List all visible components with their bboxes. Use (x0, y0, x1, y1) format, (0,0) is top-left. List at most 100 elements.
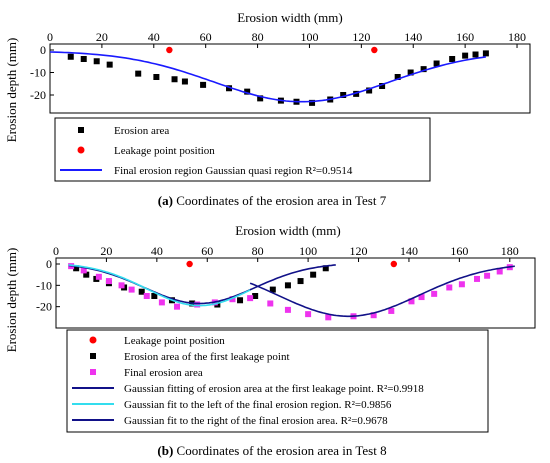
chart-b-point-2 (484, 272, 491, 279)
chart-a-x-tick-label: 160 (456, 30, 474, 44)
chart-b-fit-curve-4 (68, 264, 251, 307)
chart-b-point-2 (158, 299, 165, 306)
chart-b-y-axis-title: Erosion depth (mm) (4, 248, 19, 353)
chart-b-point-2 (118, 282, 125, 289)
chart-a-point-0 (472, 51, 479, 58)
chart-b-point-2 (325, 314, 332, 321)
chart-b-x-tick-label: 120 (350, 244, 368, 258)
chart-b-x-tick-label: 100 (299, 244, 317, 258)
chart-b-point-2 (128, 286, 135, 293)
chart-a-point-0 (153, 74, 160, 80)
chart-b-caption: (b) Coordinates of the erosion area in T… (157, 443, 386, 458)
chart-a-point-0 (309, 99, 316, 106)
chart-a-point-0 (80, 56, 87, 62)
chart-a-legend-label: Erosion area (114, 125, 169, 137)
chart-b-x-tick-label: 0 (53, 244, 59, 258)
chart-a-point-0 (244, 88, 251, 95)
chart-a-point-0 (449, 56, 456, 62)
chart-a-point-0 (366, 87, 373, 94)
chart-a-point-0 (482, 50, 489, 57)
chart-b-point-2 (370, 312, 377, 319)
chart-b-x-tick-label: 80 (252, 244, 264, 258)
chart-a-x-tick-label: 0 (47, 30, 53, 44)
chart-a-axes: 0 20 40 60 80 100 120 140 160 180 0 -10 -20 (30, 30, 531, 114)
chart-a-legend-swatch (78, 127, 84, 133)
chart-b-legend-label: Final erosion area (124, 367, 203, 379)
chart-b-point-1 (73, 265, 80, 272)
chart-b-legend-entries: Leakage point position Erosion area of th… (72, 335, 424, 427)
chart-b-point-2 (408, 298, 415, 305)
chart-b-point-2 (284, 306, 291, 313)
chart-b-x-tick-label: 40 (151, 244, 163, 258)
chart-b-point-1 (310, 271, 317, 278)
chart-b-x-tick-label: 140 (400, 244, 418, 258)
chart-b-point-2 (80, 267, 87, 274)
chart-b-point-2 (418, 294, 425, 301)
chart-a-x-tick-label: 140 (404, 30, 422, 44)
chart-a-caption-text: Coordinates of the erosion area in Test … (173, 193, 387, 208)
chart-a-x-tick-label: 20 (96, 30, 108, 44)
chart-a-caption: (a) Coordinates of the erosion area in T… (158, 193, 387, 208)
chart-a-point-0 (200, 81, 207, 88)
chart-b-point-2 (229, 296, 236, 303)
chart-a-point-0 (420, 66, 427, 73)
chart-a-point-0 (379, 83, 386, 89)
chart-a-point-0 (171, 76, 178, 83)
chart-b-legend-label: Gaussian fitting of erosion area at the … (124, 383, 424, 395)
chart-b-caption-label: (b) (157, 443, 173, 458)
chart-a-point-0 (181, 78, 188, 85)
chart-b-legend-label: Leakage point position (124, 335, 225, 347)
chart-a-point-0 (135, 70, 142, 77)
chart-b-x-tick-label: 160 (450, 244, 468, 258)
chart-b-legend (66, 329, 489, 433)
chart-a-point-1 (371, 46, 378, 54)
chart-a-legend-entries: Erosion area Leakage point position Final … (60, 125, 353, 177)
chart-a-point-0 (340, 92, 347, 98)
chart-b-point-2 (174, 303, 181, 310)
chart-a-y-tick-label: -10 (30, 66, 46, 80)
chart-b-point-1 (297, 278, 304, 285)
chart-a-x-tick-label: 180 (508, 30, 526, 44)
chart-a-point-0 (67, 53, 74, 60)
chart-b-y-tick-label: -20 (36, 300, 52, 314)
chart-a-point-0 (433, 60, 440, 67)
chart-a-point-0 (353, 90, 360, 97)
chart-b-point-2 (194, 301, 201, 308)
chart-a-legend-swatch (77, 146, 85, 154)
chart-b-y-tick-label: 0 (46, 257, 52, 271)
chart-b-legend-label: Erosion area of the first leakage point (124, 351, 290, 363)
chart-b-point-1 (83, 271, 90, 278)
chart-b-point-2 (247, 295, 254, 302)
chart-a-caption-label: (a) (158, 193, 173, 208)
chart-b-x-axis-title: Erosion width (mm) (235, 223, 340, 238)
chart-a-x-tick-label: 120 (352, 30, 370, 44)
chart-a-plot-frame (49, 43, 531, 114)
chart-a-y-axis-title: Erosion depth (mm) (4, 38, 19, 143)
chart-b-plot-frame (55, 257, 536, 329)
chart-a-legend-label: Final erosion region Gaussian quasi regi… (114, 165, 353, 177)
chart-b-legend-label: Gaussian fit to the right of the final e… (124, 415, 388, 427)
chart-a-y-tick-label: 0 (40, 43, 46, 57)
chart-a-point-0 (462, 52, 469, 59)
chart-b-marks (68, 260, 515, 321)
chart-b-point-0 (186, 260, 193, 268)
chart-b-point-2 (446, 284, 453, 291)
chart-b-legend-swatch (90, 369, 96, 375)
chart-a-point-0 (93, 58, 100, 65)
chart-b-point-2 (388, 307, 395, 314)
chart-a-point-0 (407, 69, 414, 76)
chart-b-point-0 (390, 260, 398, 268)
chart-a-marks (49, 46, 489, 106)
chart-b-point-1 (151, 293, 158, 299)
chart-b-axes: 0 20 40 60 80 100 120 140 160 180 0 -10 -20 (36, 244, 536, 329)
chart-b-point-1 (252, 293, 259, 299)
chart-a-fit-curve-2 (49, 51, 487, 103)
chart-b-point-2 (267, 300, 274, 307)
chart-b-point-2 (474, 275, 481, 282)
chart-b-x-tick-label: 180 (501, 244, 519, 258)
chart-a-y-tick-label: -20 (30, 88, 46, 102)
chart-b-legend-swatch (90, 353, 96, 359)
chart-a-x-tick-label: 80 (252, 30, 264, 44)
chart-a-x-tick-label: 100 (300, 30, 318, 44)
